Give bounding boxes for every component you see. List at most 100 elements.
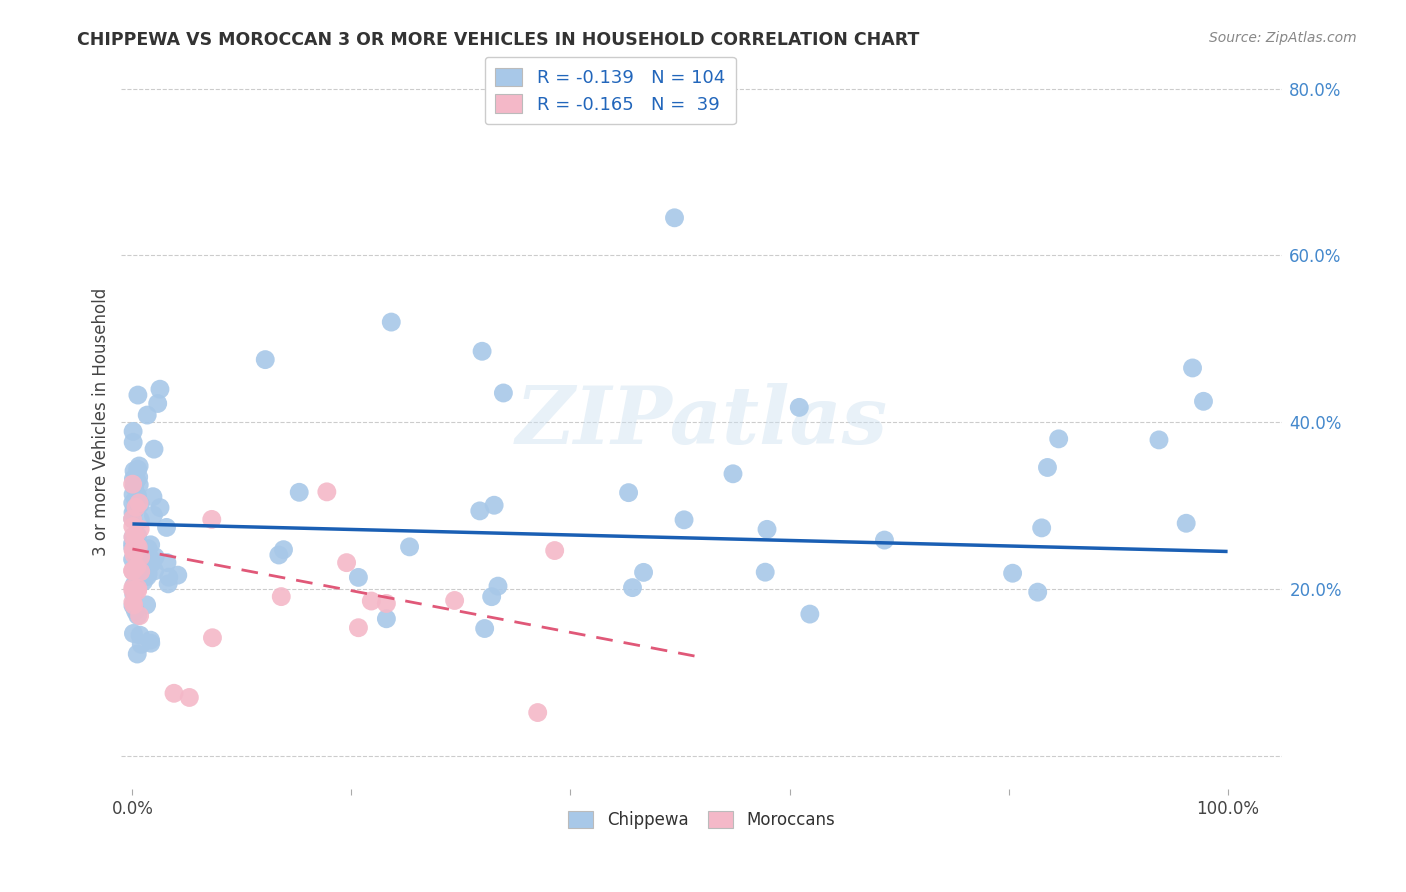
Point [129,565,152,579]
Point [471,344,494,359]
Point [121,583,143,598]
Point [254,352,277,367]
Point [121,477,143,491]
Point [1026,585,1049,599]
Text: ZIPatlas: ZIPatlas [516,384,889,461]
Point [132,554,155,568]
Point [129,549,152,564]
Point [121,564,143,578]
Point [143,549,166,564]
Point [201,512,224,526]
Point [129,522,152,536]
Point [124,479,146,493]
Point [131,546,153,560]
Point [156,556,179,570]
Point [129,497,152,511]
Point [1147,433,1170,447]
Point [122,472,145,486]
Point [129,628,152,642]
Point [122,506,145,520]
Y-axis label: 3 or more Vehicles in Household: 3 or more Vehicles in Household [93,288,110,557]
Point [673,513,696,527]
Point [122,543,145,558]
Point [121,541,143,555]
Point [121,563,143,577]
Point [1036,460,1059,475]
Point [128,478,150,492]
Point [139,538,162,552]
Point [127,581,149,595]
Point [482,498,505,512]
Point [124,535,146,549]
Point [139,636,162,650]
Point [486,579,509,593]
Point [1031,521,1053,535]
Point [136,569,159,583]
Point [756,522,779,536]
Point [122,435,145,450]
Point [122,578,145,592]
Point [125,549,148,563]
Point [754,565,776,579]
Point [121,552,143,566]
Point [544,543,567,558]
Point [142,490,165,504]
Point [122,425,145,439]
Point [481,590,503,604]
Point [787,401,810,415]
Point [347,621,370,635]
Point [128,496,150,510]
Point [142,508,165,523]
Point [122,626,145,640]
Point [526,706,548,720]
Point [380,315,402,329]
Point [129,637,152,651]
Point [141,556,163,570]
Point [163,686,186,700]
Text: CHIPPEWA VS MOROCCAN 3 OR MORE VEHICLES IN HOUSEHOLD CORRELATION CHART: CHIPPEWA VS MOROCCAN 3 OR MORE VEHICLES … [77,31,920,49]
Point [122,599,145,613]
Point [122,464,145,478]
Point [135,598,157,612]
Point [127,462,149,476]
Point [136,408,159,422]
Text: Source: ZipAtlas.com: Source: ZipAtlas.com [1209,31,1357,45]
Point [121,581,143,595]
Point [122,548,145,562]
Point [125,536,148,550]
Point [122,587,145,601]
Point [131,570,153,584]
Point [721,467,744,481]
Point [179,690,201,705]
Point [664,211,686,225]
Point [122,565,145,579]
Point [124,604,146,618]
Point [122,598,145,612]
Point [127,491,149,506]
Point [124,480,146,494]
Point [443,593,465,607]
Point [375,612,398,626]
Point [1192,394,1215,409]
Point [492,386,515,401]
Point [1047,432,1070,446]
Point [122,530,145,544]
Point [125,539,148,553]
Point [157,577,180,591]
Point [128,608,150,623]
Point [127,529,149,543]
Point [127,488,149,502]
Point [122,543,145,558]
Point [121,512,143,526]
Point [121,536,143,550]
Point [127,647,149,661]
Point [122,487,145,501]
Point [336,556,359,570]
Point [135,552,157,566]
Point [127,540,149,554]
Point [132,574,155,589]
Point [127,388,149,402]
Point [375,597,398,611]
Point [146,396,169,410]
Point [127,583,149,598]
